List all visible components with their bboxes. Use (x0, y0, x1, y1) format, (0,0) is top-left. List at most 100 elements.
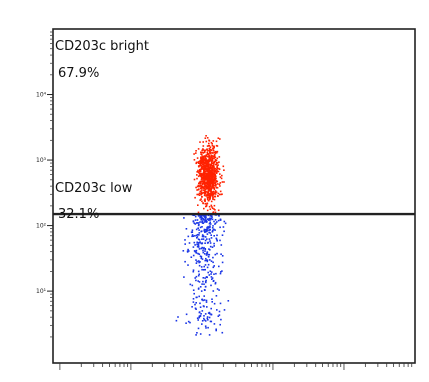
point-bright (212, 152, 214, 154)
point-bright (205, 204, 208, 206)
point-bright (214, 185, 217, 187)
point-bright (216, 169, 218, 172)
point-low (204, 231, 207, 233)
point-low (196, 317, 199, 319)
point-low (196, 222, 199, 224)
point-bright (200, 162, 202, 165)
point-low (216, 309, 218, 311)
point-bright (199, 159, 202, 162)
point-bright (202, 165, 205, 168)
point-low (204, 277, 206, 279)
point-low (184, 260, 186, 263)
point-low (210, 313, 212, 316)
point-bright (200, 151, 203, 154)
point-low (199, 215, 201, 217)
point-bright (209, 177, 212, 180)
point-low (207, 312, 210, 314)
point-low (197, 319, 199, 321)
point-low (202, 280, 204, 283)
point-low (223, 230, 225, 233)
plot-frame (52, 28, 416, 364)
point-low (209, 225, 211, 227)
point-bright (201, 196, 203, 198)
point-low (192, 235, 195, 237)
point-bright (195, 161, 198, 164)
point-bright (214, 156, 217, 158)
point-bright (213, 154, 216, 157)
point-bright (215, 144, 218, 147)
point-bright (202, 145, 205, 147)
point-low (206, 317, 209, 320)
point-bright (201, 174, 203, 177)
point-low (208, 316, 211, 319)
point-low (209, 312, 211, 315)
point-low (191, 235, 193, 238)
point-low (221, 255, 224, 257)
point-low (184, 239, 186, 241)
point-bright (216, 183, 219, 185)
point-bright (204, 188, 206, 191)
point-low (192, 298, 195, 300)
point-bright (202, 181, 205, 184)
point-bright (213, 188, 216, 190)
point-bright (206, 185, 209, 188)
point-low (197, 222, 200, 224)
point-low (211, 301, 213, 303)
point-bright (217, 192, 220, 195)
point-bright (213, 168, 215, 171)
point-bright (222, 165, 225, 168)
point-low (202, 277, 205, 279)
point-low (201, 238, 203, 240)
point-bright (195, 150, 197, 152)
point-low (199, 226, 202, 229)
point-bright (208, 196, 210, 199)
point-low (199, 302, 201, 305)
point-bright (198, 160, 201, 163)
point-bright (204, 200, 206, 202)
point-low (215, 328, 217, 331)
point-bright (210, 190, 213, 193)
point-bright (209, 172, 212, 175)
point-low (199, 314, 202, 317)
point-bright (207, 149, 209, 152)
point-low (203, 283, 205, 285)
point-low (224, 222, 227, 225)
point-low (221, 261, 224, 264)
point-bright (211, 191, 214, 193)
point-bright (209, 175, 212, 177)
point-bright (206, 177, 208, 179)
point-low (191, 229, 194, 231)
point-bright (203, 187, 206, 190)
point-low (185, 228, 188, 230)
point-bright (201, 154, 203, 156)
point-bright (204, 203, 207, 205)
point-low (206, 276, 208, 279)
point-low (199, 221, 201, 223)
point-bright (211, 175, 213, 178)
point-bright (199, 165, 201, 167)
point-low (213, 228, 215, 231)
point-low (185, 322, 187, 324)
point-low (219, 323, 221, 326)
point-bright (197, 162, 200, 164)
point-bright (205, 167, 208, 170)
point-low (203, 299, 206, 301)
point-low (199, 286, 202, 288)
point-bright (203, 164, 206, 167)
point-bright (210, 156, 212, 159)
point-low (206, 266, 209, 269)
y-axis-ticks: 10⁴ 10³ 10² 10¹ (36, 31, 53, 338)
point-bright (215, 180, 218, 182)
point-bright (208, 178, 210, 180)
point-bright (208, 205, 211, 208)
point-bright (214, 211, 217, 214)
point-bright (202, 187, 205, 189)
point-bright (212, 196, 214, 198)
point-low (216, 252, 218, 255)
point-bright (210, 200, 213, 203)
point-bright (197, 204, 199, 206)
point-low (210, 273, 212, 275)
point-low (221, 270, 223, 272)
point-bright (203, 165, 206, 168)
point-low (202, 269, 205, 271)
